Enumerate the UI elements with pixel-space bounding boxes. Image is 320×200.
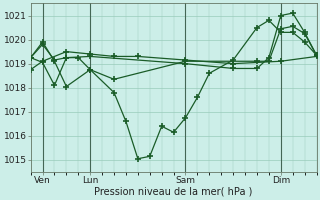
X-axis label: Pression niveau de la mer( hPa ): Pression niveau de la mer( hPa ) [94, 187, 253, 197]
